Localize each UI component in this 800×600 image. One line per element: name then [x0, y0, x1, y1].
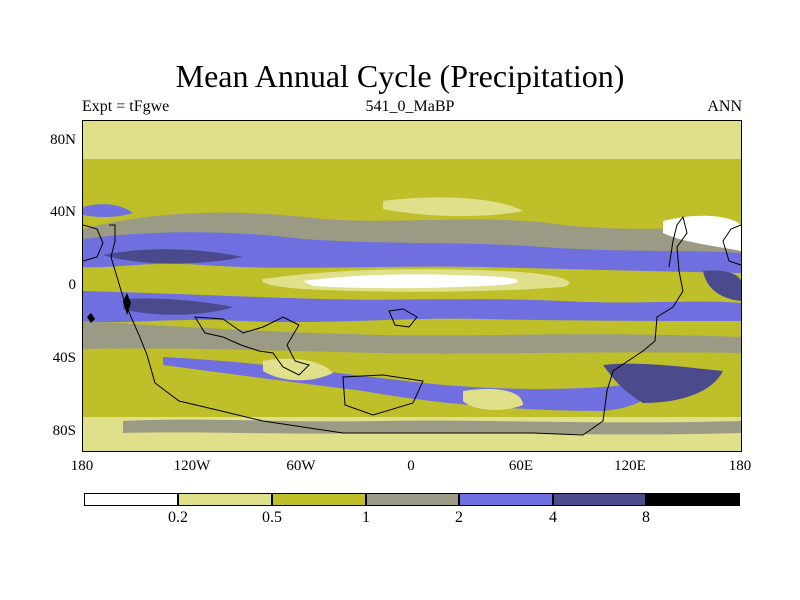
coastline-west-edge — [83, 224, 104, 262]
colorbar-swatch-3 — [366, 493, 459, 506]
itcz-north-band — [83, 232, 741, 273]
lat-tick-80s: 80S — [52, 423, 76, 439]
map-canvas — [83, 121, 741, 451]
colorbar-swatch-0 — [84, 493, 178, 506]
colorbar-label-1: 0.5 — [262, 509, 282, 526]
coastline-east-edge — [722, 224, 741, 266]
colorbar-swatch-4 — [459, 493, 553, 506]
coastline-southern-island — [342, 374, 424, 416]
colorbar-swatch-1 — [178, 493, 272, 506]
lat-tick-0: 0 — [68, 277, 77, 293]
season-label: ANN — [707, 98, 742, 115]
southern-grey-band — [83, 321, 741, 354]
precipitation-map — [82, 120, 742, 452]
colorbar-swatch-2 — [272, 493, 366, 506]
colorbar-label-0: 0.2 — [168, 509, 188, 526]
lat-tick-40s: 40S — [52, 350, 76, 366]
lon-tick-180-east: 180 — [728, 458, 752, 474]
colorbar-label-2: 1 — [362, 509, 370, 526]
lat-tick-80n: 80N — [50, 132, 76, 148]
coastline-southern-landmass — [194, 316, 310, 376]
lon-tick-180-west: 180 — [70, 458, 94, 474]
colorbar-label-4: 4 — [549, 509, 557, 526]
lon-tick-120w: 120W — [173, 458, 211, 474]
experiment-label: Expt = tFgwe — [82, 98, 170, 115]
coastline-dark-islet — [123, 293, 131, 315]
period-label: 541_0_MaBP — [365, 98, 455, 115]
colorbar-swatch-6 — [646, 493, 740, 506]
colorbar-label-5: 8 — [642, 509, 650, 526]
lon-tick-120e: 120E — [614, 458, 646, 474]
colorbar-swatch-5 — [553, 493, 646, 506]
lon-tick-0: 0 — [407, 458, 415, 474]
lon-tick-60w: 60W — [286, 458, 316, 474]
colorbar-label-3: 2 — [455, 509, 463, 526]
itcz-south-band — [83, 291, 741, 323]
map-title: Mean Annual Cycle (Precipitation) — [175, 58, 625, 94]
coastline-small-island — [388, 308, 418, 328]
lon-tick-60e: 60E — [508, 458, 534, 474]
lat-tick-40n: 40N — [50, 204, 76, 220]
